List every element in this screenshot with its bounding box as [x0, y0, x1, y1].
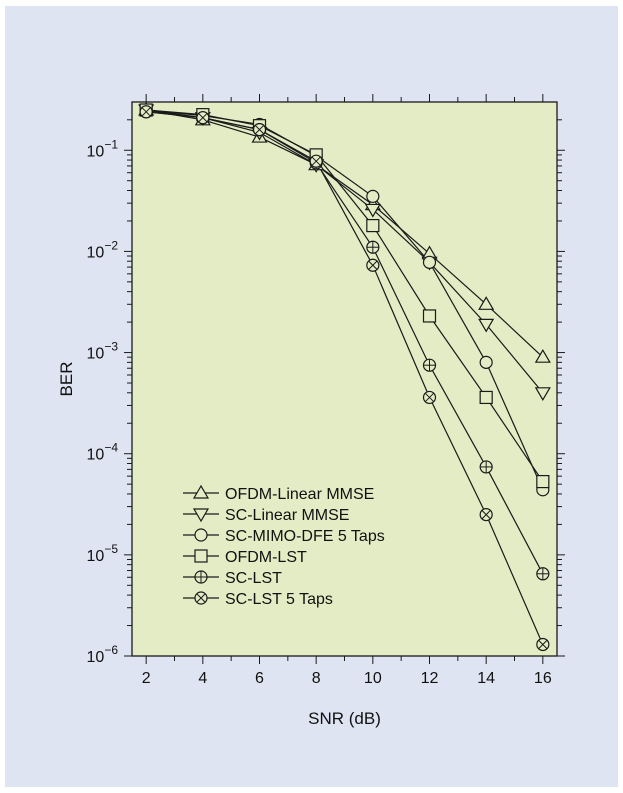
x-tick-label: 2	[142, 670, 151, 687]
data-point-sc-lst-5-taps	[196, 111, 210, 125]
data-point-ofdm-lst	[366, 218, 380, 233]
data-point-sc-lst-5-taps	[252, 123, 267, 137]
series-line-ofdm-lst	[146, 109, 544, 482]
data-point-sc-mimo-dfe-5-taps	[422, 255, 437, 269]
x-tick-label: 10	[364, 670, 382, 687]
x-tick-label: 14	[477, 670, 495, 687]
legend-label: OFDM-LST	[225, 549, 307, 566]
plot-frame	[131, 101, 558, 657]
legend-item: SC-LST	[183, 570, 282, 587]
data-point-ofdm-linear-mmse	[478, 296, 495, 310]
legend-label: SC-LST 5 Taps	[225, 591, 333, 608]
data-point-sc-lst	[366, 240, 380, 254]
legend-marker	[194, 591, 208, 605]
data-point-sc-lst-5-taps	[536, 637, 550, 652]
series-line-sc-lst-5-taps	[146, 111, 544, 645]
data-point-ofdm-lst	[536, 474, 550, 489]
y-axis-label: BER	[57, 362, 76, 397]
data-point-sc-lst	[479, 460, 493, 474]
x-tick-label: 6	[255, 670, 264, 687]
series-line-ofdm-linear-mmse	[146, 109, 544, 358]
legend-item: SC-Linear MMSE	[183, 507, 349, 524]
legend-item: SC-LST 5 Taps	[183, 591, 333, 608]
ber-vs-snr-chart: 2 4 6 8 10 12 14 16 10−1 10−2 10−3 10−4 10−5 10−6 OFD…	[57, 94, 565, 728]
data-point-sc-lst	[422, 358, 437, 372]
data-point-sc-lst	[536, 567, 550, 581]
data-point-sc-linear-mmse	[534, 387, 551, 401]
y-tick-label: 10−1	[87, 137, 119, 160]
x-tick-label: 4	[198, 670, 207, 687]
x-tick-label: 16	[534, 670, 552, 687]
legend-marker	[194, 570, 208, 584]
data-point-ofdm-linear-mmse	[534, 348, 551, 363]
y-tick-label: 10−5	[87, 542, 119, 565]
data-point-ofdm-lst	[479, 390, 493, 405]
y-tick-label: 10−6	[87, 643, 119, 666]
x-tick-label: 8	[312, 670, 321, 687]
data-point-sc-lst-5-taps	[479, 508, 493, 522]
legend-item: OFDM-LST	[183, 549, 307, 566]
legend-label: SC-MIMO-DFE 5 Taps	[225, 528, 385, 545]
data-point-sc-lst-5-taps	[139, 105, 153, 119]
data-point-sc-mimo-dfe-5-taps	[366, 189, 380, 203]
legend-marker	[194, 528, 208, 542]
legend-label: SC-LST	[225, 570, 282, 587]
series-line-sc-mimo-dfe-5-taps	[146, 109, 544, 491]
data-point-sc-lst-5-taps	[309, 154, 323, 168]
y-tick-label: 10−2	[87, 238, 119, 261]
legend-label: SC-Linear MMSE	[225, 507, 349, 524]
legend-marker	[192, 484, 210, 499]
data-point-sc-linear-mmse	[364, 203, 381, 218]
data-point-sc-lst-5-taps	[366, 258, 380, 272]
data-point-sc-linear-mmse	[478, 318, 495, 333]
legend-item: SC-MIMO-DFE 5 Taps	[183, 528, 385, 545]
data-point-sc-lst-5-taps	[422, 390, 437, 405]
legend-label: OFDM-Linear MMSE	[225, 486, 374, 503]
y-tick-label: 10−4	[87, 441, 119, 464]
x-tick-label: 12	[421, 670, 439, 687]
legend-marker	[194, 549, 208, 563]
figure-panel: 2 4 6 8 10 12 14 16 10−1 10−2 10−3 10−4 10−5 10−6 OFD…	[5, 6, 618, 787]
y-tick-label: 10−3	[87, 340, 119, 363]
data-point-sc-mimo-dfe-5-taps	[479, 355, 493, 369]
legend-marker	[192, 508, 210, 523]
x-axis-label: SNR (dB)	[308, 709, 381, 728]
plot-area	[132, 102, 557, 656]
legend-item: OFDM-Linear MMSE	[183, 484, 374, 503]
data-point-ofdm-lst	[422, 309, 437, 323]
